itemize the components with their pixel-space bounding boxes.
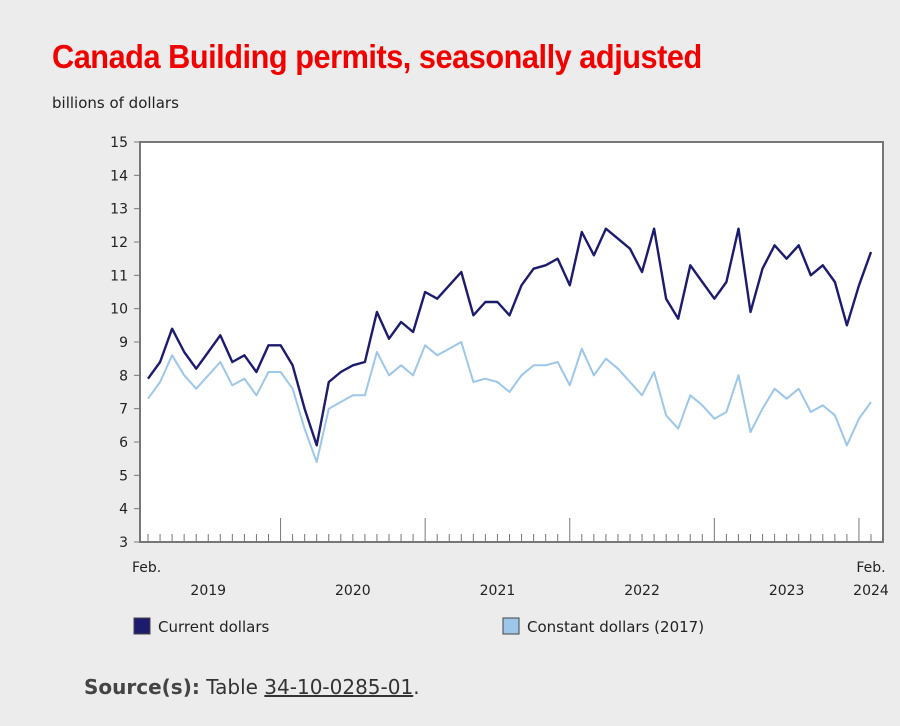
- y-tick-label: 11: [110, 268, 128, 284]
- plot-area: [139, 141, 884, 543]
- legend: Current dollars Constant dollars (2017): [133, 617, 704, 636]
- y-tick-label: 9: [119, 335, 128, 351]
- x-tick-label: 2022: [624, 583, 660, 599]
- y-tick-label: 13: [110, 202, 128, 218]
- chart-title: Canada Building permits, seasonally adju…: [52, 38, 702, 75]
- x-tick-label: 2020: [335, 583, 371, 599]
- y-tick-label: 7: [119, 402, 128, 418]
- series-line-current: [147, 227, 873, 447]
- x-tick-label: Feb.: [856, 560, 885, 576]
- y-tick-label: 6: [119, 435, 128, 451]
- y-tick-label: 14: [110, 168, 128, 184]
- source-line: Source(s): Table 34-10-0285-01.: [84, 675, 420, 699]
- source-prefix: Table: [206, 675, 258, 699]
- x-tick-label: 2024: [853, 583, 889, 599]
- legend-label-current: Current dollars: [158, 618, 269, 636]
- legend-swatch-current: [133, 617, 151, 635]
- y-tick-label: 12: [110, 235, 128, 251]
- legend-swatch-constant: [502, 617, 520, 635]
- x-tick-label: 2023: [769, 583, 805, 599]
- y-tick-label: 5: [119, 468, 128, 484]
- y-tick-label: 8: [119, 368, 128, 384]
- legend-label-constant: Constant dollars (2017): [527, 618, 704, 636]
- y-tick-label: 10: [110, 302, 128, 318]
- y-tick-label: 3: [119, 535, 128, 551]
- x-tick-label: 2021: [480, 583, 516, 599]
- unit-label: billions of dollars: [52, 94, 179, 112]
- y-tick-label: 15: [110, 135, 128, 151]
- source-suffix: .: [413, 675, 420, 699]
- series-line-constant: [147, 341, 872, 463]
- y-axis-ticks: 3 4 5 6 7 8 9 10 11 12 13 14 15: [110, 135, 140, 551]
- x-tick-label: 2019: [190, 583, 226, 599]
- source-label: Source(s):: [84, 675, 200, 699]
- y-tick-label: 4: [119, 502, 128, 518]
- x-tick-label: Feb.: [132, 560, 161, 576]
- series-lines: [147, 227, 873, 463]
- x-axis-ticks: Feb. 2019 2020 2021 2022 2023 Feb. 2024: [132, 518, 889, 599]
- source-table-link[interactable]: 34-10-0285-01: [264, 675, 414, 699]
